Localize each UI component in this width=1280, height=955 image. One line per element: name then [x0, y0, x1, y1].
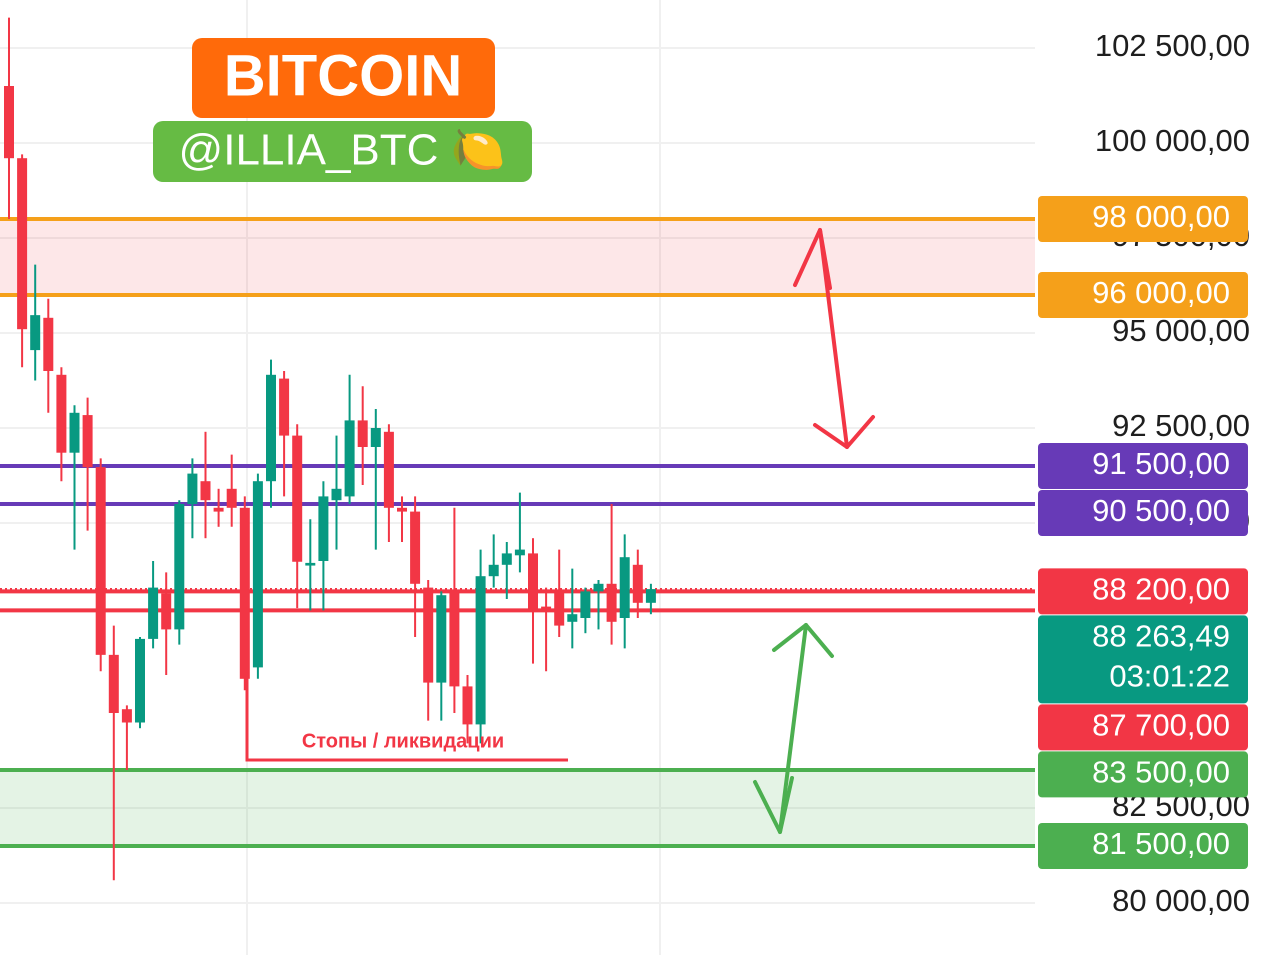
- title-badge: [192, 38, 495, 118]
- candle-body: [567, 614, 578, 622]
- price-badge-label: 98 000,00: [1092, 199, 1230, 234]
- candle-body: [528, 553, 538, 611]
- candle-body: [43, 317, 54, 371]
- zone: [0, 219, 1035, 295]
- candles: [4, 17, 656, 881]
- price-badge-label: 96 000,00: [1092, 275, 1230, 310]
- y-tick-label: 92 500,00: [1112, 408, 1250, 443]
- candle-body: [357, 420, 368, 447]
- price-badge-label: 81 500,00: [1092, 826, 1230, 861]
- y-tick-label: 102 500,00: [1095, 28, 1250, 63]
- candle-body: [580, 591, 591, 618]
- levels: [0, 217, 1035, 848]
- price-badge-label: 88 263,49: [1092, 619, 1230, 654]
- candle-body: [239, 507, 250, 679]
- y-tick-label: 100 000,00: [1095, 123, 1250, 158]
- price-badge-label: 91 500,00: [1092, 446, 1230, 481]
- price-badge: [1038, 615, 1248, 704]
- candle-body: [30, 315, 41, 351]
- candle-body: [161, 593, 172, 630]
- candle-body: [318, 496, 329, 561]
- candle-body: [135, 638, 145, 723]
- candle-body: [82, 415, 93, 468]
- chart-subtitle: @ILLIA_BTC 🍋: [179, 126, 506, 175]
- candle-body: [554, 591, 565, 626]
- red-arrow: [793, 228, 875, 449]
- candle-body: [69, 412, 80, 453]
- candle-body: [475, 576, 486, 725]
- candle-body: [108, 654, 119, 713]
- price-badge: [1038, 196, 1248, 242]
- candle-body: [331, 488, 342, 501]
- candle-body: [619, 557, 630, 618]
- candle-body: [410, 511, 421, 584]
- candle-body: [17, 158, 28, 330]
- candle-body: [252, 481, 263, 668]
- candle-body: [423, 587, 434, 683]
- candle-body: [4, 86, 14, 159]
- price-badge: [1038, 751, 1248, 798]
- candle-body: [305, 562, 316, 566]
- candle-body: [593, 583, 604, 592]
- zones: [0, 219, 1035, 846]
- price-badge: [1038, 568, 1248, 615]
- subtitle-badge: [153, 121, 532, 182]
- candle-body: [266, 374, 276, 482]
- candle-body: [397, 507, 407, 512]
- candle-body: [488, 564, 499, 577]
- annotation: Стопы / ликвидации: [302, 730, 504, 752]
- price-badge: [1038, 272, 1248, 318]
- candle-body: [174, 504, 185, 630]
- candle-body: [632, 564, 643, 603]
- candle-body: [501, 553, 512, 565]
- candle-body: [121, 709, 132, 723]
- price-badge: [1038, 490, 1248, 536]
- price-badge-label: 83 500,00: [1092, 755, 1230, 790]
- candle-body: [462, 686, 473, 725]
- candle-body: [383, 431, 394, 508]
- price-badge-label: 90 500,00: [1092, 493, 1230, 528]
- candle-body: [370, 428, 381, 447]
- candle-body: [200, 481, 211, 501]
- price-badge-label: 87 700,00: [1092, 708, 1230, 743]
- candle-body: [645, 589, 656, 603]
- candle-body: [56, 374, 67, 453]
- price-badge: [1038, 704, 1248, 751]
- candle-body: [187, 473, 198, 504]
- candle-body: [292, 435, 303, 562]
- candle-body: [449, 591, 460, 687]
- candle-body: [226, 488, 237, 508]
- price-badge-label: 03:01:22: [1109, 659, 1230, 694]
- candle-body: [95, 467, 106, 655]
- annotation-bracket: [245, 672, 568, 762]
- price-badge: [1038, 823, 1248, 869]
- candle-body: [213, 507, 224, 512]
- candle-body: [436, 595, 447, 683]
- y-tick-label: 95 000,00: [1112, 313, 1250, 348]
- chart-title: BITCOIN: [224, 43, 462, 108]
- price-badges: 98 000,00 96 000,00 91 500,00 90 500,00 88 2…: [1038, 196, 1248, 869]
- candle-body: [279, 378, 290, 436]
- candle-body: [541, 606, 552, 611]
- candle-body: [514, 549, 525, 556]
- candle-body: [606, 583, 617, 622]
- price-badge: [1038, 443, 1248, 489]
- candle-body: [344, 420, 355, 497]
- candle-body: [148, 587, 159, 639]
- price-badge-label: 88 200,00: [1092, 572, 1230, 607]
- green-arrow: [753, 623, 834, 834]
- y-tick-label: 80 000,00: [1112, 883, 1250, 918]
- zone: [0, 770, 1035, 846]
